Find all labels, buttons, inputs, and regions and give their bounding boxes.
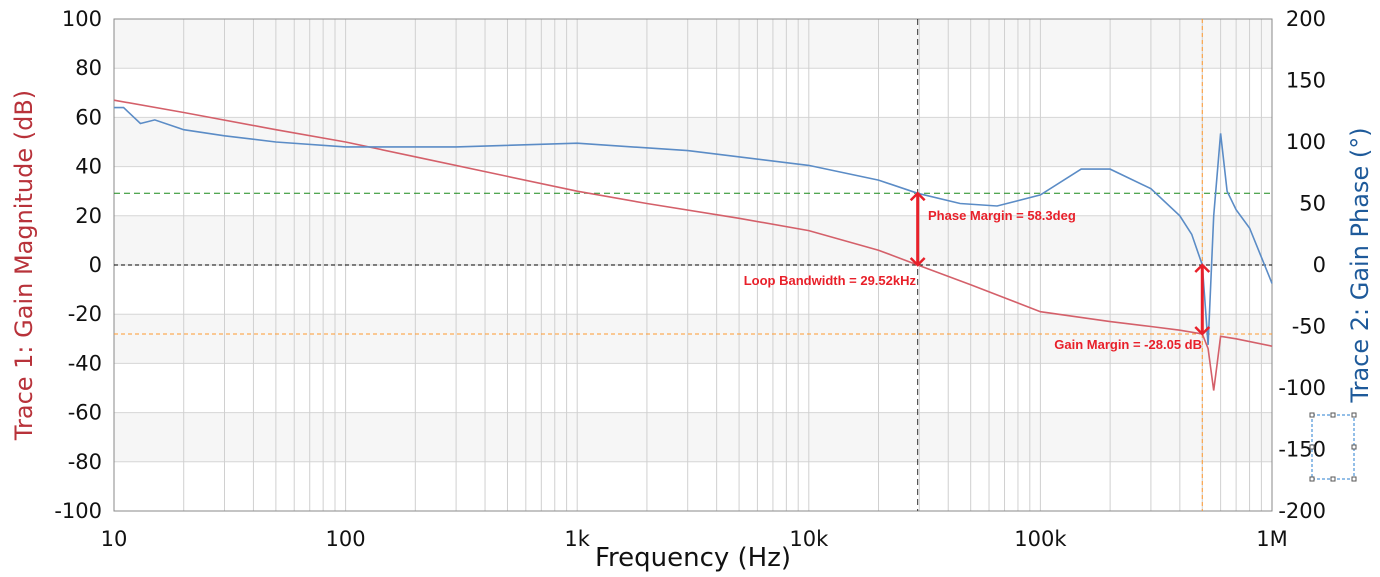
y-right-tick-label: 50 bbox=[1299, 192, 1326, 216]
grid-band bbox=[114, 166, 1272, 216]
y-left-tick-label: 100 bbox=[62, 7, 102, 31]
gain-margin-arrow-head-top bbox=[1194, 263, 1211, 273]
y-left-tick-label: -20 bbox=[68, 302, 102, 326]
grid-band bbox=[114, 68, 1272, 118]
y-left-tick-label: 40 bbox=[75, 155, 102, 179]
x-tick-label: 10 bbox=[101, 527, 128, 551]
y-right-tick-label: -50 bbox=[1292, 315, 1326, 339]
y-left-tick-label: 80 bbox=[75, 56, 102, 80]
grid-band bbox=[114, 265, 1272, 315]
phase-trace bbox=[114, 106, 1273, 345]
y-left-tick-label: -40 bbox=[68, 351, 102, 375]
y-left-tick-label: -60 bbox=[68, 401, 102, 425]
y-right-tick-label: 150 bbox=[1286, 69, 1326, 93]
magnitude-trace bbox=[113, 99, 1273, 391]
x-axis-label: Frequency (Hz) bbox=[595, 543, 791, 573]
grid-band bbox=[114, 412, 1272, 462]
y-left-tick-label: -80 bbox=[68, 450, 102, 474]
grid-band bbox=[114, 363, 1272, 413]
gain-margin-arrow-head-bottom bbox=[1194, 326, 1211, 336]
x-tick-label: 10k bbox=[789, 527, 829, 551]
y-left-tick-label: 0 bbox=[89, 253, 102, 277]
phase-margin-label: Phase Margin = 58.3deg bbox=[928, 208, 1076, 223]
phase-margin-arrow-head-bottom bbox=[909, 257, 926, 267]
y-right-tick-label: 200 bbox=[1286, 7, 1326, 31]
grid-band bbox=[114, 314, 1272, 364]
x-tick-label: 100k bbox=[1014, 527, 1067, 551]
y-left-tick-label: 60 bbox=[75, 105, 102, 129]
y-axis-right-label: Trace 2: Gain Phase (°) bbox=[1346, 127, 1374, 403]
x-tick-label: 1k bbox=[564, 527, 590, 551]
x-tick-label: 1M bbox=[1256, 527, 1287, 551]
phase-margin-arrow-head-top bbox=[909, 191, 926, 202]
y-right-tick-label: -200 bbox=[1278, 499, 1326, 523]
y-right-tick-label: -150 bbox=[1278, 438, 1326, 462]
grid-band bbox=[114, 117, 1272, 167]
grid-band bbox=[114, 461, 1272, 511]
y-left-tick-label: -100 bbox=[54, 499, 102, 523]
gain-margin-label: Gain Margin = -28.05 dB bbox=[1054, 337, 1202, 352]
grid-band bbox=[114, 215, 1272, 265]
y-right-tick-label: 100 bbox=[1286, 130, 1326, 154]
y-right-tick-label: 0 bbox=[1313, 253, 1326, 277]
x-tick-label: 100 bbox=[326, 527, 366, 551]
loop-bandwidth-label: Loop Bandwidth = 29.52kHz bbox=[744, 273, 917, 288]
grid-band bbox=[114, 19, 1272, 69]
y-left-tick-label: 20 bbox=[75, 204, 102, 228]
selection-box[interactable] bbox=[1309, 412, 1357, 482]
y-axis-left-label: Trace 1: Gain Magnitude (dB) bbox=[10, 90, 38, 441]
y-right-tick-label: -100 bbox=[1278, 376, 1326, 400]
